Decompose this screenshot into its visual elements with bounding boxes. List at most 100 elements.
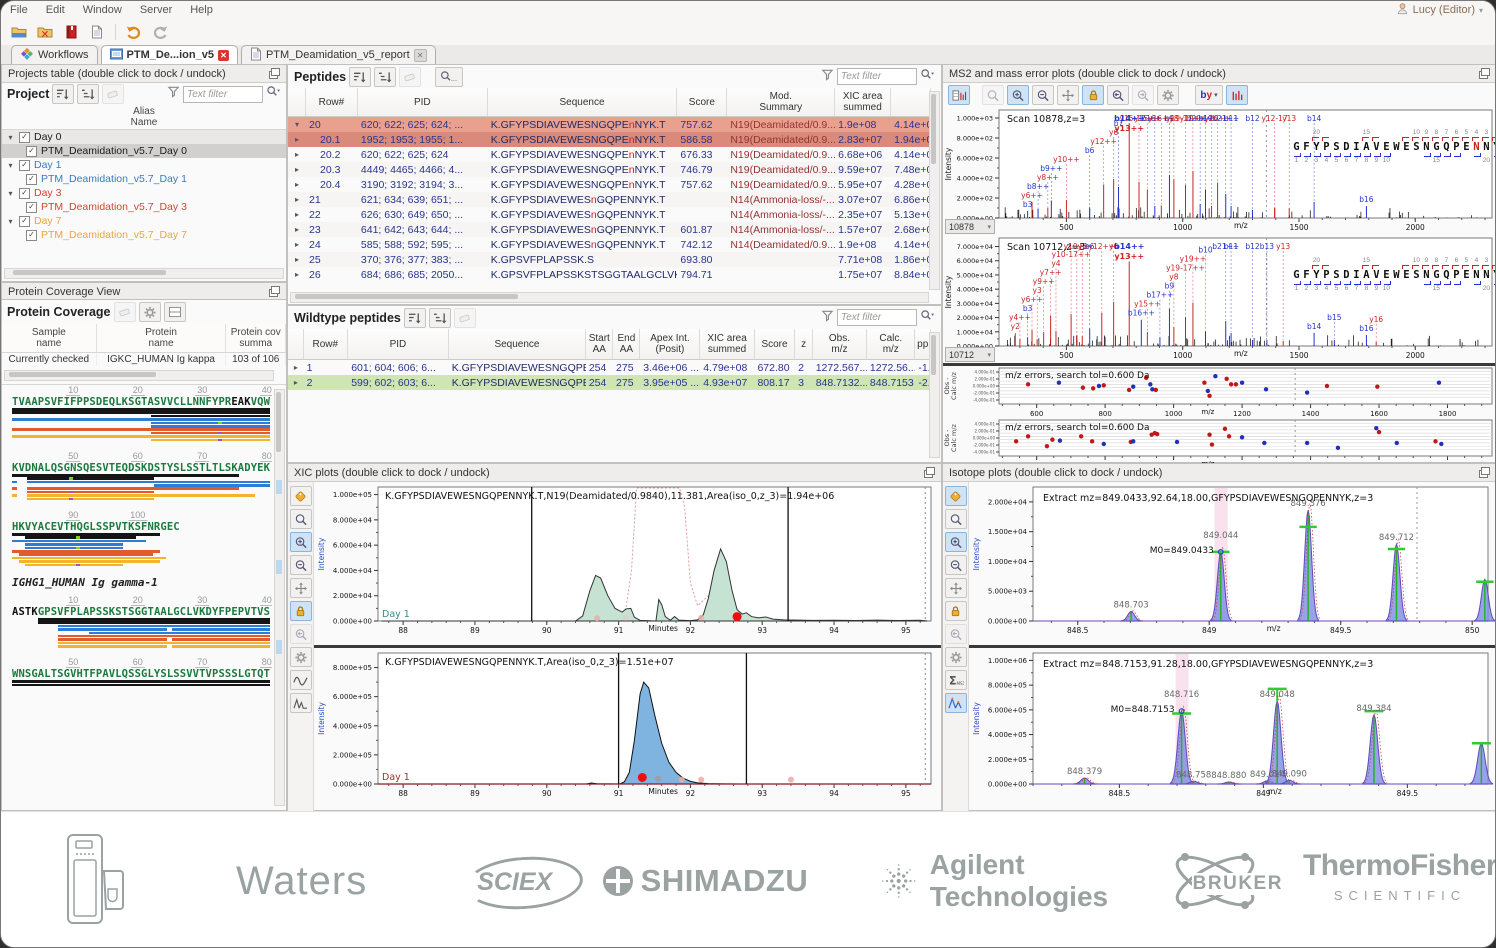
project-filter-input[interactable]: [183, 85, 263, 103]
checkbox[interactable]: ✓: [26, 201, 37, 213]
column-header[interactable]: Apex Int. (Posit): [640, 329, 701, 359]
column-header[interactable]: [288, 329, 304, 359]
clear-button[interactable]: [453, 307, 476, 328]
lock-icon[interactable]: [1082, 85, 1104, 105]
chevron-down-icon[interactable]: ▾: [8, 132, 13, 142]
filter-funnel-icon[interactable]: [167, 85, 180, 103]
chevron-right-icon[interactable]: ▸: [293, 378, 298, 387]
filter-funnel-icon[interactable]: [821, 68, 834, 86]
peptides-filter-input[interactable]: [837, 68, 917, 85]
table-row[interactable]: ▸ 24 585; 588; 592; 595; ... K.GFYPSDIAVEWE…: [288, 237, 931, 252]
table-row[interactable]: ▸ 23 641; 642; 643; 644; ... K.GFYPSDIAVEWE…: [288, 222, 931, 237]
chevron-right-icon[interactable]: ▸: [294, 240, 299, 249]
tree-item-row[interactable]: ✓ PTM_Deamidation_v5.7_Day 7: [2, 228, 286, 242]
layout-button[interactable]: [163, 302, 186, 322]
sort-descending-button[interactable]: [349, 66, 372, 87]
column-header[interactable]: PID: [348, 329, 449, 359]
column-header[interactable]: XIC area summed: [835, 88, 892, 116]
xic-chart-modified[interactable]: K.GFYPSDIAVEWESNGQPENNYK.T,N19(Deamidate…: [314, 482, 941, 645]
menu-file[interactable]: File: [10, 4, 28, 16]
checkbox[interactable]: ✓: [19, 131, 30, 143]
horizontal-scrollbar[interactable]: [4, 268, 284, 279]
zoom-fit-icon[interactable]: [982, 85, 1004, 105]
col-sample-name[interactable]: Sample name: [2, 324, 97, 352]
column-header[interactable]: Row#: [304, 329, 349, 359]
table-row[interactable]: ▸ 25 370; 376; 377; 383; ... K.GPSVFPLAPSSK…: [288, 252, 931, 267]
column-header[interactable]: Mod. Summary: [727, 88, 836, 116]
pan-icon[interactable]: [944, 578, 967, 598]
tab-ptm-report[interactable]: PTM_Deamidation_v5_report ✕: [240, 45, 436, 64]
tab-ptm-deamidation[interactable]: PTM_De...ion_v5 ✕: [100, 45, 238, 64]
zoom-back-icon[interactable]: [944, 624, 967, 644]
tree-group-row[interactable]: ▾ ✓ Day 1: [2, 158, 286, 172]
zoom-forward-icon[interactable]: [1132, 85, 1154, 105]
table-row[interactable]: ▸ 20.3 4449; 4465; 4466; 4... K.GFYPSDIAVEW…: [288, 162, 931, 177]
pan-icon[interactable]: [289, 578, 312, 598]
column-header[interactable]: [891, 88, 931, 116]
close-tab-icon[interactable]: ✕: [413, 48, 427, 62]
zoom-out-icon[interactable]: [944, 555, 967, 575]
zoom-fit-icon[interactable]: [944, 509, 967, 529]
chevron-right-icon[interactable]: ▸: [293, 363, 298, 372]
menu-window[interactable]: Window: [82, 4, 122, 16]
sort-descending-button[interactable]: [403, 307, 426, 328]
chevron-right-icon[interactable]: ▸: [294, 135, 299, 144]
table-row[interactable]: ▸ 21 621; 634; 639; 651; ... K.GFYPSDIAVEWE…: [288, 192, 931, 207]
spectrum-table-toggle-icon[interactable]: [948, 85, 970, 105]
table-row[interactable]: ▾ 20 620; 622; 625; 624; ... K.GFYPSDIAVEWE…: [288, 117, 931, 132]
coverage-table-row[interactable]: Currently checked IGKC_HUMAN Ig kappa 10…: [2, 353, 286, 366]
ion-series-dropdown[interactable]: b y ▾: [1195, 85, 1223, 105]
find-button[interactable]: ...: [435, 66, 464, 87]
zoom-in-icon[interactable]: [944, 532, 967, 552]
column-header[interactable]: Calc. m/z: [867, 329, 916, 359]
xic-chart-wildtype[interactable]: K.GFYPSDIAVEWESNGQPENNYK.T,Area(iso_0,z_…: [314, 648, 941, 808]
chevron-right-icon[interactable]: ▸: [294, 180, 299, 189]
horizontal-scrollbar[interactable]: [290, 292, 929, 303]
column-header[interactable]: Sequence: [488, 88, 678, 116]
isotope-panel-header[interactable]: Isotope plots (double click to dock / un…: [943, 464, 1495, 482]
vertical-scrollbar[interactable]: [929, 91, 940, 290]
horizontal-scrollbar[interactable]: [4, 370, 274, 381]
zoom-in-icon[interactable]: [1007, 85, 1029, 105]
zoom-out-icon[interactable]: [289, 555, 312, 575]
chevron-right-icon[interactable]: ▸: [294, 255, 299, 264]
filter-funnel-icon[interactable]: [821, 309, 834, 327]
chevron-down-icon[interactable]: ▾: [8, 216, 13, 226]
menu-edit[interactable]: Edit: [45, 4, 65, 16]
tree-group-row[interactable]: ▾ ✓ Day 0: [2, 130, 286, 144]
isotope-chart-1[interactable]: 848.703 849.044 849.376 849.712 M0=849.0433 E…: [969, 482, 1495, 645]
checkbox[interactable]: ✓: [26, 145, 37, 157]
settings-gear-icon[interactable]: [944, 647, 967, 667]
chevron-right-icon[interactable]: ▸: [294, 225, 299, 234]
chevron-down-icon[interactable]: ▾: [294, 120, 299, 129]
undock-icon[interactable]: [269, 68, 280, 79]
column-header[interactable]: Score: [677, 88, 728, 116]
sort-descending-button[interactable]: [52, 84, 75, 104]
undock-icon[interactable]: [1479, 68, 1490, 79]
checkbox[interactable]: ✓: [19, 159, 30, 171]
scan-selector-dropdown[interactable]: 10878 ▾: [945, 219, 995, 234]
column-header[interactable]: Row#: [306, 88, 358, 116]
checkbox[interactable]: ✓: [19, 215, 30, 227]
chevron-down-icon[interactable]: ▾: [8, 188, 13, 198]
peak-detect-icon[interactable]: [289, 693, 312, 713]
chevron-down-icon[interactable]: ▾: [8, 160, 13, 170]
vertical-scrollbar[interactable]: [274, 389, 285, 806]
chevron-right-icon[interactable]: ▸: [294, 195, 299, 204]
menu-server[interactable]: Server: [139, 4, 173, 16]
settings-gear-icon[interactable]: [138, 302, 161, 322]
menu-help[interactable]: Help: [190, 4, 213, 16]
close-project-button[interactable]: ✕: [33, 21, 57, 43]
col-protein-coverage[interactable]: Protein cov summa: [226, 324, 286, 352]
tree-item-row[interactable]: ✓ PTM_Deamidation_v5.7_Day 0: [2, 144, 286, 158]
zoom-in-icon[interactable]: [289, 532, 312, 552]
undock-icon[interactable]: [924, 467, 935, 478]
column-header[interactable]: End AA: [613, 329, 641, 359]
tree-group-row[interactable]: ▾ ✓ Day 7: [2, 214, 286, 228]
table-row[interactable]: ▸ 20.4 3190; 3192; 3194; 3... K.GFYPSDIAVEW…: [288, 177, 931, 192]
sort-tree-button[interactable]: [374, 66, 397, 87]
tag-icon[interactable]: [289, 486, 312, 506]
vertical-scrollbar[interactable]: [929, 332, 940, 458]
tab-workflows[interactable]: Workflows: [11, 45, 98, 64]
zoom-back-icon[interactable]: [289, 624, 312, 644]
